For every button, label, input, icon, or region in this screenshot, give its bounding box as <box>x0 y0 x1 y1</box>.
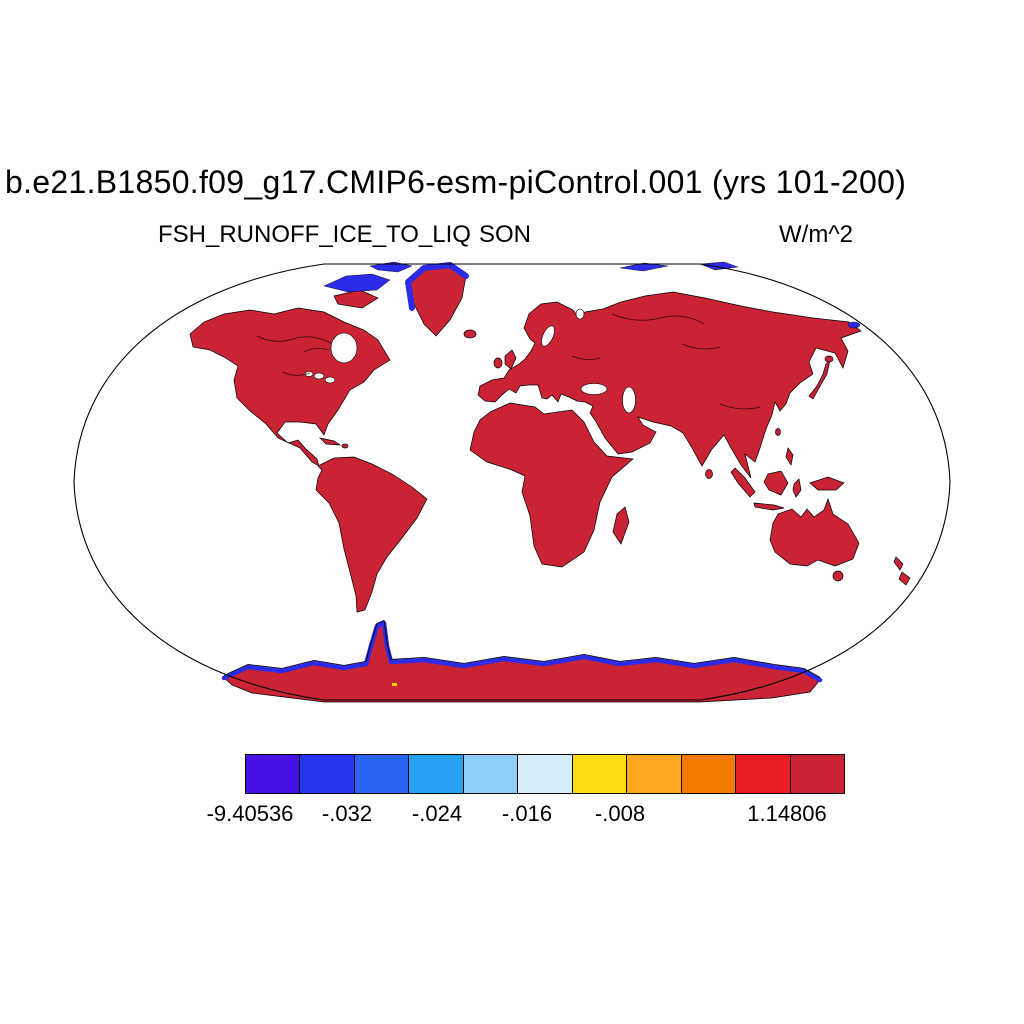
island-arctic-canada <box>333 289 379 309</box>
ice-patch-russia-arctic-1 <box>619 262 669 272</box>
colorbar-label: -.024 <box>411 801 463 826</box>
colorbar-labels: -9.40536 -.032 -.024 -.016 -.008 1.14806 <box>207 801 845 829</box>
colorbar-label: -.016 <box>501 801 553 826</box>
caspian-sea <box>622 386 636 414</box>
island-japan <box>808 358 831 400</box>
great-lake-1 <box>313 372 325 380</box>
island-borneo <box>763 470 789 496</box>
island-new-zealand-south <box>898 571 911 586</box>
ice-patch-chukotka <box>847 321 861 329</box>
island-sulawesi <box>792 478 802 498</box>
colorbar-label: -9.40536 <box>206 801 294 826</box>
colorbar-box <box>735 755 790 793</box>
season-label: SON <box>479 221 532 248</box>
island-uk <box>504 349 517 370</box>
baltic-sea <box>541 325 555 347</box>
world-map-plot <box>72 252 952 712</box>
ice-fringe-antarctica <box>221 620 823 683</box>
island-ireland <box>493 357 503 369</box>
ice-fringe-greenland <box>405 262 469 311</box>
units-label: W/m^2 <box>779 221 853 248</box>
world-map-svg <box>73 261 951 703</box>
island-tasmania <box>832 570 844 582</box>
page-title: b.e21.B1850.f09_g17.CMIP6-esm-piControl.… <box>5 164 907 200</box>
colorbar-box <box>408 755 463 793</box>
island-sri-lanka <box>705 469 713 479</box>
island-new-zealand-north <box>893 556 904 571</box>
contour-lines <box>256 313 761 410</box>
continent-eurasia <box>477 291 862 479</box>
colorbar-label: -.032 <box>321 801 373 826</box>
island-taiwan <box>775 428 781 436</box>
yellow-speck-antarctica <box>392 683 397 686</box>
great-lake-2 <box>324 376 336 384</box>
colorbar-label: 1.14806 <box>747 801 827 826</box>
hudson-bay <box>330 332 358 364</box>
continent-australia <box>769 497 860 567</box>
colorbar <box>245 754 845 794</box>
island-hokkaido <box>824 355 834 363</box>
colorbar-box <box>626 755 681 793</box>
colorbar-label: -.008 <box>594 801 646 826</box>
white-sea <box>575 308 585 320</box>
island-cuba <box>318 437 342 446</box>
great-lake-3 <box>304 371 314 377</box>
colorbar-box <box>246 755 300 793</box>
island-new-guinea <box>809 476 845 491</box>
island-java <box>753 502 785 511</box>
colorbar-box <box>571 755 627 793</box>
island-sumatra <box>730 467 756 498</box>
colorbar-box <box>299 755 354 793</box>
colorbar-box <box>353 755 409 793</box>
continent-south-america <box>315 456 428 613</box>
antarctica-coastline <box>223 619 821 678</box>
ice-patch-arctic-canada <box>323 273 391 293</box>
colorbar-box <box>517 755 572 793</box>
colorbar-box <box>462 755 518 793</box>
continent-africa <box>469 402 634 568</box>
island-iceland <box>463 329 477 339</box>
island-madagascar <box>612 506 630 545</box>
ice-patch-russia-arctic-2 <box>699 261 739 271</box>
field-name-label: FSH_RUNOFF_ICE_TO_LIQ <box>158 221 471 248</box>
colorbar-box <box>789 755 844 793</box>
colorbar-box <box>680 755 736 793</box>
island-hispaniola <box>341 443 349 449</box>
island-philippines <box>785 447 794 466</box>
robinson-projection-outline <box>73 263 951 701</box>
black-sea <box>580 383 608 395</box>
continent-north-america <box>189 307 391 467</box>
